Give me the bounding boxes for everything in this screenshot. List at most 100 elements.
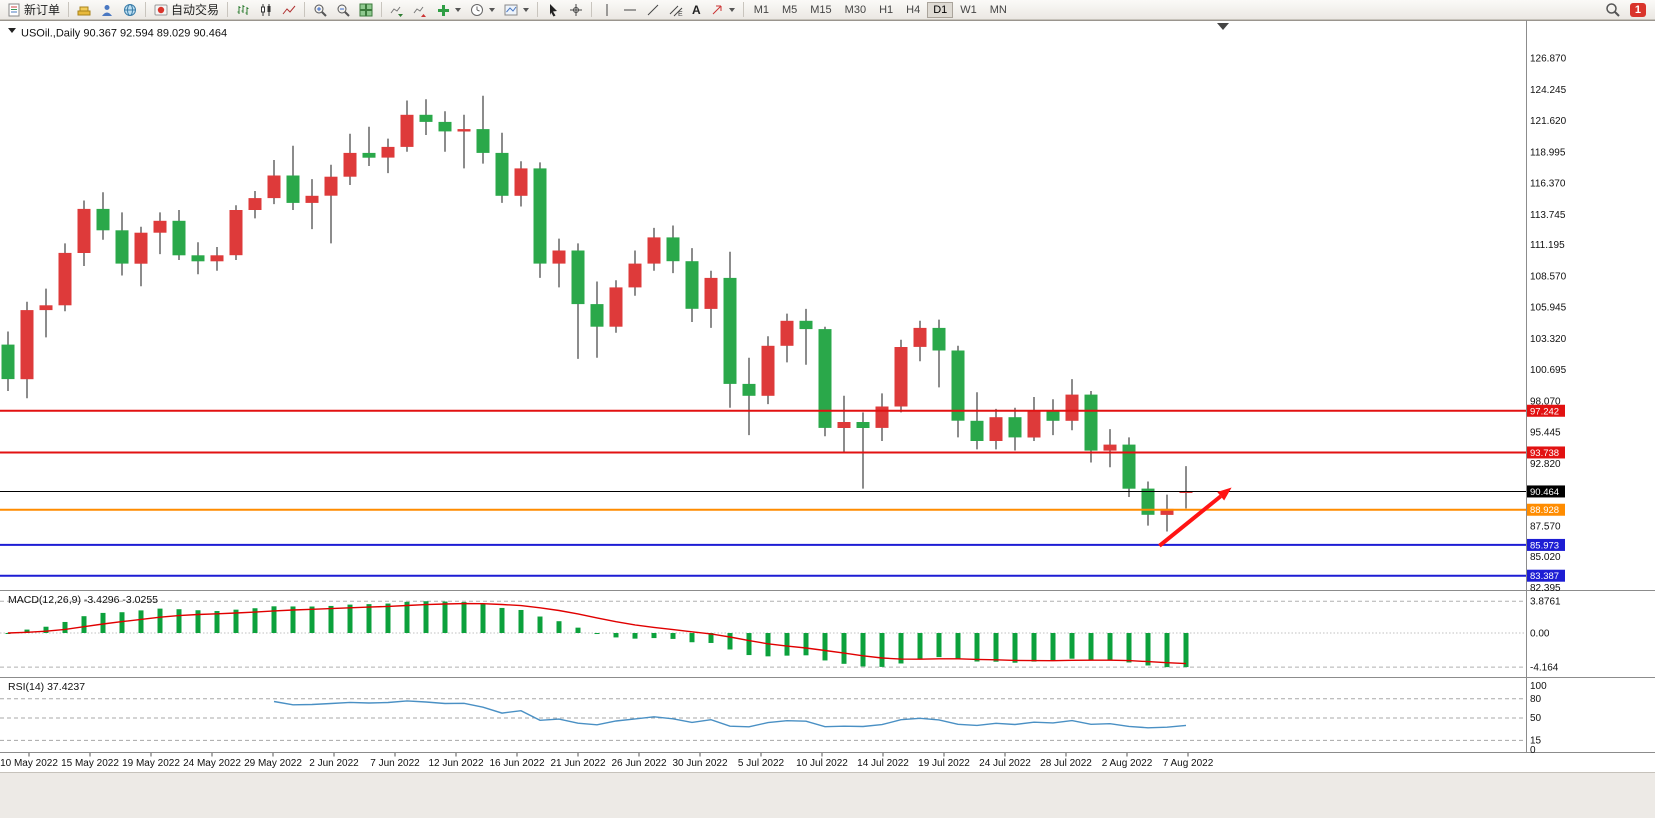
toolbar-separator <box>304 2 306 17</box>
bid-price-line-badge <box>1527 485 1565 498</box>
candle-body <box>1160 508 1174 515</box>
trend-arrow-head[interactable] <box>1217 487 1232 501</box>
candle-body <box>1008 417 1022 438</box>
macd-histogram-bar <box>290 606 296 633</box>
macd-histogram-bar <box>1069 633 1075 659</box>
autotrading-button[interactable]: 自动交易 <box>150 1 223 19</box>
macd-histogram-bar <box>708 633 714 643</box>
macd-histogram-bar <box>1145 633 1151 666</box>
notification-badge[interactable]: 1 <box>1629 2 1646 17</box>
trendline-button[interactable] <box>642 1 664 19</box>
bar-chart-icon <box>236 3 250 17</box>
zoom-out-button[interactable] <box>332 1 354 19</box>
macd-histogram-bar <box>727 633 733 650</box>
support-line-orange-badge-label: 88.928 <box>1530 505 1559 516</box>
candle-body <box>799 320 813 330</box>
equidistant-channel-button[interactable]: E <box>665 1 687 19</box>
web-button[interactable] <box>119 1 141 19</box>
bar-chart-button[interactable] <box>232 1 254 19</box>
date-label: 19 Jul 2022 <box>918 758 970 769</box>
macd-histogram-bar <box>993 633 999 662</box>
macd-histogram-bar <box>366 604 372 633</box>
crosshair-icon <box>569 3 583 17</box>
search-icon[interactable] <box>1605 2 1620 17</box>
clock-icon <box>470 3 484 17</box>
macd-label: MACD(12,26,9) -3.4296 -3.0255 <box>8 594 158 606</box>
candle-body <box>419 114 433 122</box>
timeframe-m30[interactable]: M30 <box>839 2 872 18</box>
price-tick-label: 111.195 <box>1530 240 1565 251</box>
timeframe-h4[interactable]: H4 <box>900 2 926 18</box>
timeframe-m5[interactable]: M5 <box>776 2 803 18</box>
date-label: 24 Jul 2022 <box>979 758 1031 769</box>
chart-shift-button[interactable] <box>409 1 431 19</box>
zoom-in-button[interactable] <box>309 1 331 19</box>
text-tool-button[interactable]: A <box>688 1 705 19</box>
chart-menu-icon[interactable] <box>8 28 16 33</box>
candlestick-button[interactable] <box>255 1 277 19</box>
macd-histogram-bar <box>176 609 182 633</box>
timeframe-d1[interactable]: D1 <box>927 1 954 18</box>
arrows-tool-button[interactable] <box>706 1 739 19</box>
date-label: 16 Jun 2022 <box>489 758 544 769</box>
new-order-button[interactable]: 新订单 <box>3 1 64 19</box>
macd-histogram-bar <box>955 633 961 660</box>
deposit-button[interactable] <box>73 1 95 19</box>
indicators-button[interactable] <box>432 1 465 19</box>
candle-body <box>476 129 490 153</box>
timeframe-m1[interactable]: M1 <box>748 2 775 18</box>
chart-shift-marker[interactable] <box>1217 23 1229 30</box>
chart-window: 97.242 93.738 90.464 88.928 85.973 83.387 126.… <box>0 20 1655 772</box>
bottom-strip <box>0 772 1655 818</box>
macd-histogram-bar <box>1050 633 1056 661</box>
macd-histogram-bar <box>1088 633 1094 660</box>
horizontal-line-button[interactable] <box>619 1 641 19</box>
chart-svg[interactable]: 97.242 93.738 90.464 88.928 85.973 83.387 126.… <box>0 20 1655 772</box>
macd-histogram-bar <box>499 607 505 633</box>
macd-histogram-bar <box>157 608 163 633</box>
candle-body <box>1084 394 1098 451</box>
trend-arrow-line[interactable] <box>1158 494 1222 548</box>
periods-button[interactable] <box>466 1 499 19</box>
account-icon <box>100 3 114 17</box>
candle-body <box>39 305 53 311</box>
candle-body <box>267 175 281 199</box>
date-label: 29 May 2022 <box>244 758 302 769</box>
price-tick-label: 82.395 <box>1530 583 1561 594</box>
account-button[interactable] <box>96 1 118 19</box>
candle-body <box>723 277 737 384</box>
candle-body <box>685 261 699 309</box>
candle-body <box>552 250 566 264</box>
macd-histogram-bar <box>936 633 942 658</box>
candle-body <box>628 263 642 288</box>
timeframe-mn[interactable]: MN <box>984 2 1013 18</box>
cursor-button[interactable] <box>542 1 564 19</box>
candle-body <box>400 114 414 147</box>
timeframe-h1[interactable]: H1 <box>873 2 899 18</box>
candle-body <box>647 237 661 264</box>
macd-histogram-bar <box>746 633 752 656</box>
indicator-plus-icon <box>436 3 450 17</box>
templates-button[interactable] <box>500 1 533 19</box>
crosshair-button[interactable] <box>565 1 587 19</box>
timeframe-w1[interactable]: W1 <box>954 2 983 18</box>
macd-histogram-bar <box>62 621 68 633</box>
candle-body <box>1103 444 1117 451</box>
macd-histogram-bar <box>822 633 828 661</box>
candle-body <box>286 175 300 203</box>
support-line-blue-lower-badge <box>1527 569 1565 582</box>
tile-windows-button[interactable] <box>355 1 377 19</box>
macd-histogram-bar <box>385 603 391 633</box>
candle-body <box>343 152 357 177</box>
resistance-line-upper-badge-label: 97.242 <box>1530 406 1559 417</box>
vertical-line-button[interactable] <box>596 1 618 19</box>
line-chart-button[interactable] <box>278 1 300 19</box>
tile-windows-icon <box>359 3 373 17</box>
bid-price-line-badge-label: 90.464 <box>1530 487 1559 498</box>
macd-axis-label: -4.164 <box>1530 663 1559 674</box>
macd-histogram-bar <box>860 633 866 667</box>
auto-scroll-button[interactable] <box>386 1 408 19</box>
timeframe-m15[interactable]: M15 <box>804 2 837 18</box>
candle-body <box>875 406 889 428</box>
date-label: 2 Jun 2022 <box>309 758 359 769</box>
